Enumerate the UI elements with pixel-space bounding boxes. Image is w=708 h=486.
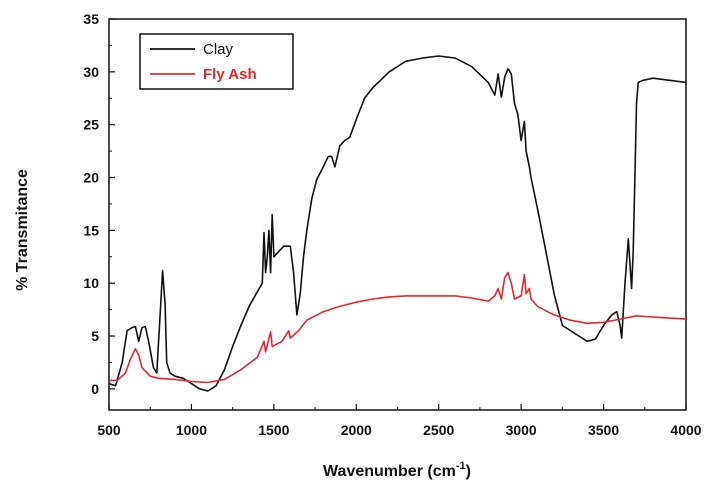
legend-box: [139, 33, 294, 90]
y-tick-label: 35: [83, 11, 99, 27]
x-axis-title-close: ): [466, 463, 471, 480]
series-line-clay: [108, 55, 687, 392]
x-axis-title-main: Wavenumber (cm: [323, 463, 456, 480]
y-tick-label: 15: [83, 222, 99, 238]
series-line-fly-ash: [109, 271, 687, 384]
x-axis-title-sup: -1: [456, 460, 466, 472]
y-axis-title: % Transmitance: [14, 169, 31, 291]
y-tick-label: 5: [91, 328, 99, 344]
x-tick-label: 2000: [341, 422, 372, 438]
x-tick-label: 1500: [258, 422, 289, 438]
x-tick-label: 2500: [423, 422, 454, 438]
x-tick-label: 1000: [176, 422, 207, 438]
legend-label-clay: Clay: [203, 41, 234, 58]
x-tick-label: 3500: [588, 422, 619, 438]
y-tick-label: 25: [83, 117, 99, 133]
legend-label-fly-ash: Fly Ash: [203, 66, 257, 83]
chart-legend: Clay Fly Ash: [139, 33, 294, 90]
x-tick-label: 500: [97, 422, 121, 438]
x-axis-title: Wavenumber (cm-1): [323, 460, 471, 480]
y-tick-label: 30: [83, 64, 99, 80]
x-tick-label: 3000: [506, 422, 537, 438]
y-tick-label: 0: [91, 381, 99, 397]
y-tick-label: 20: [83, 170, 99, 186]
x-tick-label: 4000: [670, 422, 701, 438]
y-tick-label: 10: [83, 275, 99, 291]
